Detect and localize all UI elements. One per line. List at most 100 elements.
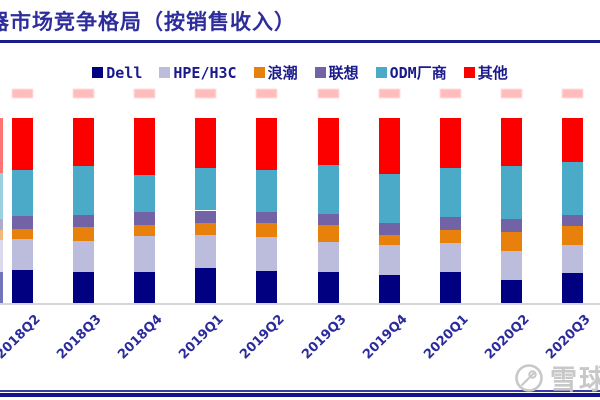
chart-legend: Dell HPE/H3C 浪潮 联想 ODM厂商 其他 — [0, 62, 600, 83]
bar-segment-联想-2019Q2 — [256, 212, 277, 224]
page-title: 器市场竞争格局（按销售收入） — [0, 6, 420, 38]
legend-item-3: 联想 — [314, 62, 359, 83]
bar-segment-Dell-2018Q3 — [73, 272, 94, 303]
bar-segment-HPE/H3C-2019Q1 — [195, 234, 216, 268]
bar-segment-联想-2019Q3 — [318, 214, 339, 226]
bar-segment-浪潮-2020Q2 — [501, 231, 522, 252]
bar-segment-HPE/H3C-2018Q3 — [73, 241, 94, 273]
bar-segment-Dell-2019Q4 — [379, 275, 400, 303]
bar-segment-其他-2018Q2 — [12, 118, 33, 170]
x-axis-label-2019Q4: 2019Q4 — [359, 312, 411, 363]
bar-segment-联想-2019Q1 — [195, 210, 216, 223]
bar-segment-HPE/H3C-2018Q2 — [12, 239, 33, 270]
legend-swatch-icon — [463, 67, 475, 78]
bar-segment-HPE/H3C-2020Q1 — [440, 242, 461, 273]
legend-swatch-icon — [159, 67, 171, 78]
watermark: 雪球 — [514, 358, 600, 397]
bar-top-ghost — [562, 89, 583, 98]
watermark-text: 雪球 — [550, 365, 600, 396]
bar-segment-联想-2020Q2 — [501, 218, 522, 232]
x-axis-baseline — [0, 303, 600, 305]
bar-top-ghost — [73, 89, 94, 98]
legend-item-2: 浪潮 — [253, 62, 298, 83]
x-axis-label-2020Q1: 2020Q1 — [420, 312, 472, 363]
bar-segment-ODM厂商-2020Q3 — [562, 162, 583, 216]
bar-top-ghost — [379, 89, 400, 98]
bar-segment-浪潮-2018Q4 — [134, 225, 155, 237]
legend-swatch-icon — [253, 67, 265, 78]
bar-segment-HPE/H3C-2018Q4 — [134, 236, 155, 272]
bar-segment-联想-2020Q1 — [440, 216, 461, 230]
legend-label: ODM厂商 — [389, 64, 447, 82]
bar-segment-联想-2019Q4 — [379, 222, 400, 236]
bar-top-ghost — [318, 89, 339, 98]
clipped-edge-bar-segment — [0, 229, 3, 241]
bar-segment-浪潮-2019Q3 — [318, 225, 339, 242]
bar-segment-联想-2018Q4 — [134, 212, 155, 226]
bar-segment-其他-2020Q3 — [562, 118, 583, 163]
bar-segment-HPE/H3C-2020Q3 — [562, 244, 583, 274]
legend-item-0: Dell — [92, 64, 142, 82]
bar-segment-ODM厂商-2018Q2 — [12, 169, 33, 217]
bar-top-ghost — [256, 89, 277, 98]
bar-segment-ODM厂商-2019Q2 — [256, 169, 277, 213]
x-axis-label-2018Q4: 2018Q4 — [114, 312, 166, 363]
bar-top-ghost — [195, 89, 216, 98]
bar-segment-ODM厂商-2019Q3 — [318, 165, 339, 215]
bar-segment-HPE/H3C-2020Q2 — [501, 251, 522, 280]
bar-segment-Dell-2020Q2 — [501, 279, 522, 303]
legend-label: Dell — [106, 63, 143, 82]
bar-top-ghost — [12, 89, 33, 98]
bar-top-ghost — [501, 89, 522, 98]
bar-segment-ODM厂商-2020Q2 — [501, 166, 522, 219]
bar-segment-联想-2018Q3 — [73, 215, 94, 228]
bar-segment-浪潮-2020Q1 — [440, 229, 461, 243]
legend-label: 联想 — [328, 64, 359, 82]
legend-label: 其他 — [477, 64, 508, 82]
bar-segment-联想-2018Q2 — [12, 216, 33, 229]
legend-swatch-icon — [314, 67, 326, 78]
bar-segment-Dell-2019Q2 — [256, 270, 277, 303]
bar-segment-其他-2018Q4 — [134, 118, 155, 176]
bar-segment-其他-2020Q1 — [440, 118, 461, 168]
bottom-border-line — [0, 390, 600, 397]
bar-segment-Dell-2018Q4 — [134, 271, 155, 303]
xueqiu-camera-logo-icon — [515, 363, 543, 392]
bar-segment-Dell-2018Q2 — [12, 269, 33, 303]
bar-segment-ODM厂商-2018Q4 — [134, 175, 155, 213]
legend-label: HPE/H3C — [173, 63, 237, 82]
x-axis-label-2019Q2: 2019Q2 — [236, 312, 288, 363]
legend-label: 浪潮 — [267, 64, 298, 82]
bar-segment-HPE/H3C-2019Q3 — [318, 241, 339, 273]
clipped-edge-bar-segment — [0, 271, 3, 303]
x-axis-label-2018Q3: 2018Q3 — [53, 312, 105, 363]
bar-segment-HPE/H3C-2019Q4 — [379, 244, 400, 276]
bar-segment-联想-2020Q3 — [562, 215, 583, 227]
bar-segment-ODM厂商-2019Q4 — [379, 173, 400, 223]
x-axis-label-2019Q3: 2019Q3 — [298, 312, 350, 363]
page-title-text: 器市场竞争格局（按销售收入） — [0, 6, 296, 36]
bar-top-ghost — [134, 89, 155, 98]
bar-segment-浪潮-2020Q3 — [562, 226, 583, 245]
title-clipped-char: 器 — [0, 9, 10, 34]
legend-swatch-icon — [92, 67, 104, 78]
clipped-edge-bar-segment — [0, 172, 3, 219]
bar-segment-其他-2019Q2 — [256, 118, 277, 170]
clipped-edge-bar-segment — [0, 118, 3, 173]
x-axis-label-2018Q2: 2018Q2 — [0, 312, 44, 363]
legend-item-4: ODM厂商 — [375, 62, 447, 83]
bar-segment-Dell-2019Q1 — [195, 267, 216, 303]
title-divider-line — [0, 40, 600, 43]
bar-segment-其他-2018Q3 — [73, 118, 94, 167]
bar-segment-浪潮-2018Q3 — [73, 227, 94, 242]
legend-swatch-icon — [375, 67, 387, 78]
bar-segment-浪潮-2019Q4 — [379, 235, 400, 245]
bar-segment-HPE/H3C-2019Q2 — [256, 237, 277, 271]
clipped-edge-bar-segment — [0, 240, 3, 272]
bar-segment-Dell-2019Q3 — [318, 272, 339, 303]
bar-segment-其他-2019Q3 — [318, 118, 339, 166]
bar-top-ghost — [440, 89, 461, 98]
clipped-edge-bar-segment — [0, 218, 3, 230]
